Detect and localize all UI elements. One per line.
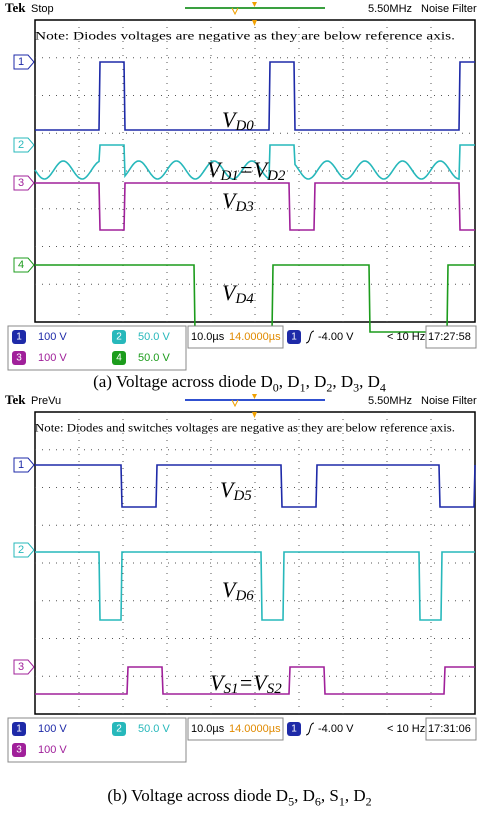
channel-badge-id: 1 [16,724,22,735]
label-text: =V [238,670,269,695]
position: 14.0000µs [229,331,281,343]
timebase: 10.0µs [191,331,225,343]
channel-marker-id: 4 [18,259,24,271]
trigger-frequency: < 10 Hz [387,331,425,343]
caption-text: , D [359,372,380,391]
timebase: 10.0µs [191,723,225,735]
position: 14.0000µs [229,723,281,735]
channel-badge-id: 3 [16,353,22,364]
channel-scale: 50.0 V [138,331,170,343]
brand: Tek [5,0,26,15]
caption-text: , D [332,372,353,391]
label-subscript: S2 [267,681,283,697]
caption: (b) Voltage across diode D5, D6, S1, D2 [0,786,479,809]
sample-rate: 5.50MHz [368,395,412,407]
scope-screen: Tek Stop 5.50MHz Noise Filter Note: Diodes v… [0,0,479,372]
channel-marker-id: 2 [18,139,24,151]
brand: Tek [5,392,26,407]
status: Stop [31,3,54,15]
label-subscript: D1 [219,168,238,184]
channel-marker-id: 3 [18,177,24,189]
status: PreVu [31,395,61,407]
channel-scale: 100 V [38,352,67,364]
trigger-slope [306,723,314,735]
note: Note: Diodes and switches voltages are n… [35,423,455,435]
channel-scale: 100 V [38,331,67,343]
channel-badge-id: 4 [116,353,122,364]
label-subscript: D6 [234,588,254,604]
channel-scale: 100 V [38,744,67,756]
label-subscript: D5 [232,488,252,504]
caption-text: (a) Voltage across diode D [93,372,273,391]
label-subscript: D3 [234,199,253,215]
trigger-pos [252,394,257,399]
channel-marker-id: 1 [18,459,24,471]
caption-text: , D [294,786,315,805]
channel-marker-id: 2 [18,544,24,556]
channel-badge-id: 3 [16,745,22,756]
channel-scale: 50.0 V [138,352,170,364]
channel-scale: 50.0 V [138,723,170,735]
caption-subscript: 2 [366,794,372,808]
trigger-channel: 1 [291,724,297,735]
trigger-level: -4.00 V [318,331,354,343]
page: {"panels": [ {"brand": "Tek", "status": … [0,0,479,815]
noise-filter: Noise Filter [421,395,477,407]
caption-text: (b) Voltage across diode D [107,786,288,805]
channel-badge-id: 2 [116,332,122,343]
channel-badge-id: 1 [16,332,22,343]
clock: 17:31:06 [428,723,471,735]
caption-text: , D [279,372,300,391]
label-subscript: D4 [234,291,254,307]
channel-marker-id: 1 [18,56,24,68]
screen-border [35,412,475,714]
label-subscript: D0 [234,118,254,134]
note: Note: Diodes voltages are negative as th… [35,31,455,43]
label-subscript: D2 [266,168,286,184]
noise-filter: Noise Filter [421,3,477,15]
trigger-frequency: < 10 Hz [387,723,425,735]
scope-screen: Tek PreVu 5.50MHz Noise Filter Note: Diodes … [0,392,479,768]
channel-badge-id: 2 [116,724,122,735]
trigger-channel: 1 [291,332,297,343]
caption-text: , D [345,786,366,805]
channel-scale: 100 V [38,723,67,735]
caption-text: , S [321,786,339,805]
label-subscript: S1 [223,681,238,697]
label-text: =V [239,157,270,182]
sample-rate: 5.50MHz [368,3,412,15]
caption-text: , D [306,372,327,391]
trigger-slope [306,331,314,343]
trigger-pos [252,2,257,7]
channel-marker-id: 3 [18,661,24,673]
trigger-level: -4.00 V [318,723,354,735]
clock: 17:27:58 [428,331,471,343]
